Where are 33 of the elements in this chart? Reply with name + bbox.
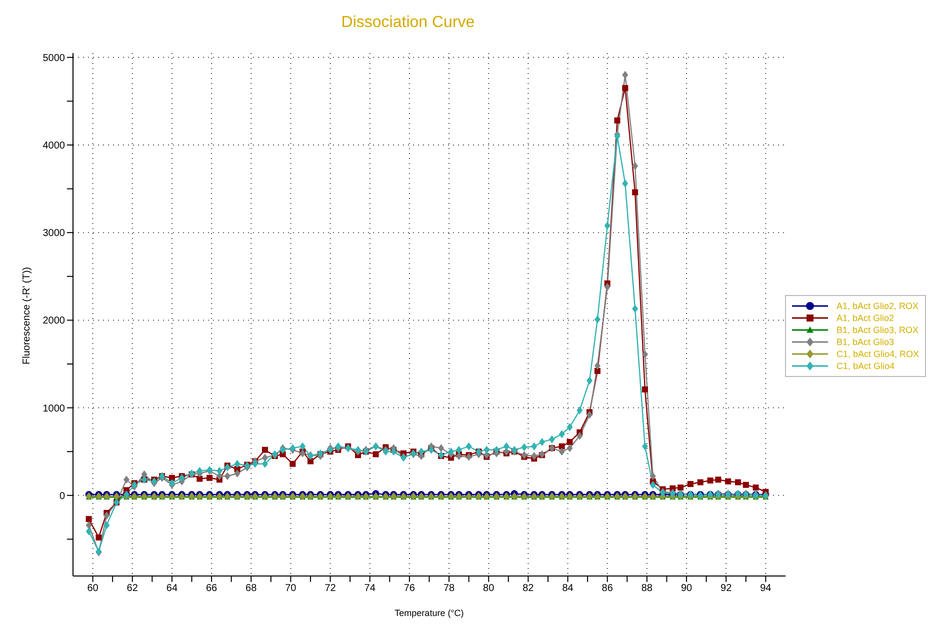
- y-tick-label: 4000: [42, 140, 66, 152]
- x-tick-label: 78: [443, 583, 456, 594]
- legend-label: C1, bAct Glio4, ROX: [836, 348, 919, 358]
- x-tick-label: 94: [760, 583, 772, 594]
- x-tick-label: 72: [324, 583, 336, 594]
- chart-title: Dissociation Curve: [340, 13, 476, 33]
- legend-label: A1, bAct Glio2, ROX: [836, 300, 919, 310]
- x-tick-label: 88: [641, 583, 653, 594]
- x-tick-label: 82: [522, 583, 534, 594]
- x-tick-label: 76: [404, 583, 416, 594]
- x-tick-label: 66: [206, 583, 218, 594]
- x-tick-label: 74: [364, 583, 376, 594]
- y-axis-title: Fluorescence (-R' (T)): [22, 267, 33, 364]
- legend-label: A1, bAct Glio2: [836, 312, 894, 322]
- y-tick-label: 0: [59, 490, 66, 502]
- y-tick-label: 1000: [42, 403, 66, 414]
- legend-label: C1, bAct Glio4: [836, 360, 894, 370]
- x-tick-label: 90: [680, 583, 693, 594]
- x-tick-label: 92: [720, 583, 732, 594]
- x-tick-label: 68: [246, 583, 258, 594]
- x-tick-label: 70: [285, 583, 297, 594]
- x-tick-label: 60: [87, 583, 99, 594]
- x-tick-label: 86: [602, 583, 614, 594]
- x-axis-title: Temperature (°C): [394, 608, 464, 618]
- x-tick-label: 80: [483, 583, 495, 594]
- x-tick-label: 84: [562, 583, 574, 594]
- legend-label: B1, bAct Glio3: [836, 336, 894, 346]
- x-tick-label: 62: [126, 583, 138, 594]
- y-tick-label: 5000: [42, 52, 66, 64]
- legend-label: B1, bAct Glio3, ROX: [836, 324, 919, 334]
- y-tick-label: 2000: [42, 316, 66, 327]
- x-tick-label: 64: [166, 583, 178, 594]
- y-tick-label: 3000: [42, 228, 66, 240]
